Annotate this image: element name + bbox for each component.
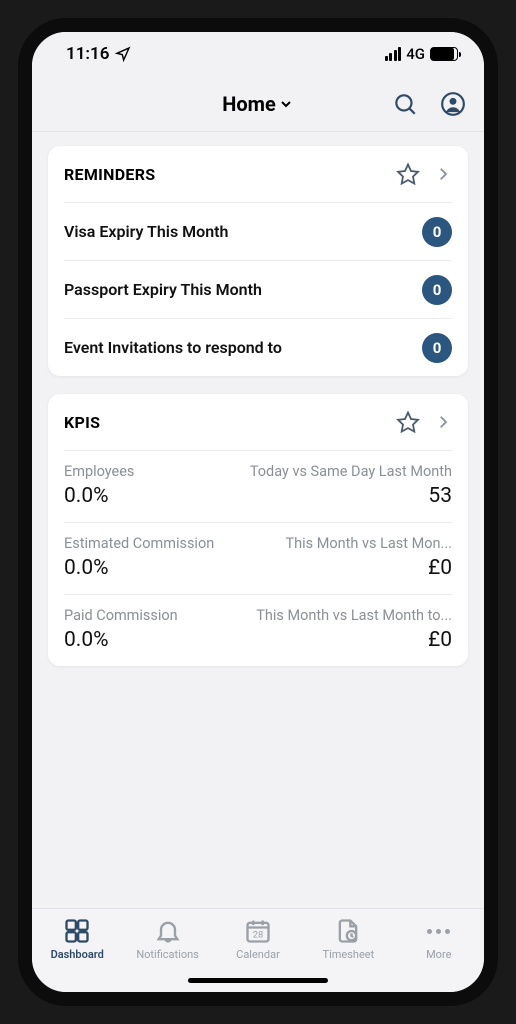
status-bar: 11:16 4G [32, 32, 484, 76]
kpi-row[interactable]: Employees Today vs Same Day Last Month 0… [64, 450, 452, 522]
search-icon[interactable] [392, 91, 418, 117]
kpi-value: £0 [428, 556, 452, 580]
timesheet-icon [334, 917, 362, 945]
tab-dashboard[interactable]: Dashboard [32, 917, 122, 961]
tab-label: Calendar [236, 948, 280, 961]
kpi-label: Employees [64, 463, 134, 480]
kpis-title: KPIS [64, 413, 100, 432]
star-icon[interactable] [396, 162, 420, 186]
kpi-period: This Month vs Last Month to... [256, 607, 452, 624]
calendar-icon: 28 [244, 917, 272, 945]
chevron-down-icon [278, 96, 294, 112]
chevron-right-icon[interactable] [434, 413, 452, 431]
tab-bar: Dashboard Notifications 28 Calendar Time… [32, 908, 484, 992]
battery-icon [430, 47, 458, 61]
star-icon[interactable] [396, 410, 420, 434]
kpi-period: Today vs Same Day Last Month [250, 463, 452, 480]
profile-icon[interactable] [440, 91, 466, 117]
kpi-row[interactable]: Estimated Commission This Month vs Last … [64, 522, 452, 594]
tab-label: Notifications [136, 948, 199, 961]
kpi-value: 53 [428, 484, 452, 508]
reminder-badge: 0 [422, 217, 452, 247]
home-indicator[interactable] [188, 978, 328, 983]
nav-title-dropdown[interactable]: Home [222, 92, 294, 116]
more-icon [427, 917, 450, 945]
kpi-pct: 0.0% [64, 628, 109, 652]
chevron-right-icon[interactable] [434, 165, 452, 183]
tab-label: More [426, 948, 451, 961]
reminder-badge: 0 [422, 275, 452, 305]
kpi-pct: 0.0% [64, 484, 109, 508]
reminder-label: Event Invitations to respond to [64, 338, 282, 357]
kpi-period: This Month vs Last Mon... [285, 535, 452, 552]
network-label: 4G [406, 45, 425, 63]
reminder-label: Passport Expiry This Month [64, 280, 262, 299]
signal-icon [385, 47, 402, 61]
tab-notifications[interactable]: Notifications [122, 917, 212, 961]
reminder-row[interactable]: Passport Expiry This Month 0 [64, 260, 452, 318]
nav-title-text: Home [222, 92, 276, 116]
kpi-label: Estimated Commission [64, 535, 214, 552]
content-area: REMINDERS Visa Expiry This Month 0 Passp… [32, 132, 484, 908]
tab-more[interactable]: More [394, 917, 484, 961]
location-icon [115, 46, 131, 62]
tab-label: Timesheet [323, 948, 375, 961]
dashboard-icon [63, 917, 91, 945]
kpi-label: Paid Commission [64, 607, 178, 624]
nav-bar: Home [32, 76, 484, 132]
reminders-card: REMINDERS Visa Expiry This Month 0 Passp… [48, 146, 468, 376]
kpis-card: KPIS Employees Today vs Same Day Last Mo… [48, 394, 468, 666]
reminder-row[interactable]: Visa Expiry This Month 0 [64, 202, 452, 260]
kpi-pct: 0.0% [64, 556, 109, 580]
reminder-row[interactable]: Event Invitations to respond to 0 [64, 318, 452, 376]
bell-icon [154, 917, 182, 945]
tab-label: Dashboard [51, 948, 104, 961]
reminder-label: Visa Expiry This Month [64, 222, 228, 241]
svg-text:28: 28 [253, 929, 264, 940]
reminders-title: REMINDERS [64, 165, 155, 184]
status-time: 11:16 [66, 44, 109, 64]
tab-timesheet[interactable]: Timesheet [303, 917, 393, 961]
phone-frame: 11:16 4G Home REMINDERS [18, 18, 498, 1006]
reminder-badge: 0 [422, 333, 452, 363]
kpi-row[interactable]: Paid Commission This Month vs Last Month… [64, 594, 452, 666]
tab-calendar[interactable]: 28 Calendar [213, 917, 303, 961]
kpi-value: £0 [428, 628, 452, 652]
